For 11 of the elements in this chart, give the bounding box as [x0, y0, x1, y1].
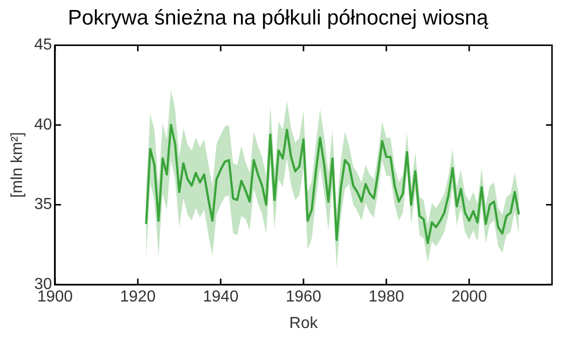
x-tick-label: 2000 — [451, 288, 488, 306]
x-tick-label: 1940 — [202, 288, 239, 306]
x-axis-title: Rok — [289, 314, 319, 332]
x-tick-label: 1960 — [286, 288, 322, 306]
x-tick-label: 1920 — [120, 288, 156, 306]
y-axis-title: [mln km²] — [9, 132, 26, 198]
x-tick-label: 1980 — [368, 288, 404, 306]
y-tick-label: 35 — [34, 196, 52, 214]
y-tick-label: 40 — [34, 116, 52, 134]
chart-title: Pokrywa śnieżna na półkuli północnej wiosną — [68, 6, 488, 30]
y-tick-label: 45 — [34, 36, 52, 54]
